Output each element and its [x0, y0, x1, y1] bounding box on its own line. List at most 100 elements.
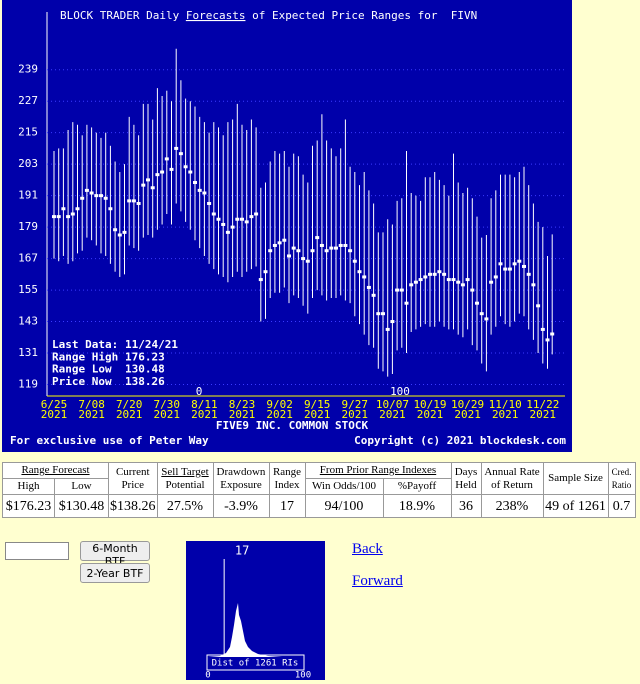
- x-tick-year: 2021: [379, 408, 406, 421]
- price-dot: [329, 246, 334, 250]
- price-dot: [113, 228, 118, 232]
- price-dot: [503, 267, 508, 271]
- x-tick-label: 10/29: [451, 398, 484, 411]
- header-link[interactable]: Sell Target: [161, 465, 209, 478]
- data-cell: $138.26: [108, 494, 158, 518]
- info-value: 130.48: [125, 363, 165, 376]
- stats-table: Range Forecast Current Price Sell Target…: [2, 462, 636, 518]
- price-dot: [80, 196, 85, 200]
- price-dot: [418, 278, 423, 282]
- title-link[interactable]: Forecasts: [186, 9, 246, 22]
- price-dot: [56, 215, 61, 219]
- price-dot: [75, 207, 80, 211]
- info-label: Last Data:: [52, 338, 118, 351]
- title-part: BLOCK TRADER Daily: [60, 9, 186, 22]
- price-dot: [249, 215, 254, 219]
- price-dot: [52, 215, 56, 219]
- data-cell: 49 of 1261: [542, 494, 609, 518]
- price-dot: [122, 230, 127, 234]
- forward-link[interactable]: Forward: [352, 573, 403, 589]
- y-tick-label: 191: [18, 189, 38, 202]
- y-tick-label: 215: [18, 126, 38, 139]
- data-cell: 27.5%: [156, 494, 214, 518]
- price-dot: [399, 288, 404, 292]
- data-cell: 238%: [480, 494, 544, 518]
- price-dot: [315, 236, 320, 240]
- histogram: Dist of 1261 RIs 0 100 17: [186, 541, 325, 680]
- price-dot: [207, 202, 212, 205]
- subheader-cell: Low: [54, 478, 109, 495]
- histogram-frame: [206, 654, 305, 671]
- x-tick-year: 2021: [154, 408, 181, 421]
- x-tick-year: 2021: [417, 408, 444, 421]
- x-tick-year: 2021: [78, 408, 105, 421]
- footer-left: For exclusive use of Peter Way: [10, 434, 209, 447]
- subheader-cell: %Payoff: [382, 478, 452, 495]
- header-link[interactable]: From Prior Range Indexes: [319, 464, 437, 476]
- price-dot: [531, 283, 536, 287]
- x-tick-year: 2021: [266, 408, 293, 421]
- price-dot: [507, 267, 512, 271]
- price-dot: [395, 288, 400, 292]
- x-tick-year: 2021: [530, 408, 557, 421]
- btf-button[interactable]: 6-Month BTF: [80, 541, 150, 568]
- price-dot: [70, 212, 75, 216]
- x-tick-year: 2021: [116, 408, 143, 421]
- price-dot: [413, 280, 418, 284]
- header-link[interactable]: Range Forecast: [21, 464, 90, 476]
- back-link[interactable]: Back: [352, 541, 383, 557]
- symbol-input[interactable]: [5, 542, 69, 560]
- price-dot: [296, 249, 301, 253]
- price-dot: [390, 320, 395, 324]
- x-tick-label: 7/30: [154, 398, 181, 411]
- price-dot: [526, 272, 531, 276]
- x-tick-label: 9/27: [342, 398, 369, 411]
- y-tick-label: 155: [18, 283, 38, 296]
- price-dot: [244, 220, 249, 224]
- header-text: Potential: [165, 478, 205, 491]
- price-dot: [277, 241, 282, 245]
- range-marker: 100: [390, 385, 410, 398]
- price-dot: [240, 217, 244, 221]
- price-dot: [225, 230, 230, 234]
- hist-tick-label: 100: [295, 671, 311, 681]
- header-cell: Sell Target Potential: [156, 462, 214, 495]
- price-dot: [291, 246, 296, 250]
- price-dot: [470, 288, 475, 292]
- price-dot: [381, 312, 385, 316]
- info-label: Range High: [52, 350, 118, 363]
- x-tick-label: 8/23: [229, 398, 256, 411]
- price-dot: [376, 312, 381, 316]
- x-tick-label: 9/02: [266, 398, 293, 411]
- y-tick-label: 203: [18, 157, 38, 170]
- price-dot: [522, 264, 526, 268]
- btf-button[interactable]: 2-Year BTF: [80, 563, 150, 583]
- price-dot: [385, 327, 390, 331]
- info-label: Price Now: [52, 375, 112, 388]
- price-dot: [319, 243, 324, 247]
- price-dot: [258, 278, 263, 282]
- data-cell: 18.9%: [382, 494, 452, 518]
- price-dot: [409, 283, 414, 287]
- price-dot: [357, 270, 362, 274]
- price-dot: [178, 152, 183, 156]
- price-dot: [540, 327, 545, 331]
- x-tick-label: 8/11: [191, 398, 218, 411]
- price-dot: [460, 283, 465, 287]
- price-dot: [103, 196, 108, 200]
- x-tick-year: 2021: [191, 408, 218, 421]
- price-dot: [310, 249, 315, 253]
- price-dot: [131, 199, 136, 203]
- header-cell: Annual Rate of Return: [480, 462, 544, 495]
- price-dot: [479, 312, 484, 316]
- histogram-label: Dist of 1261 RIs: [212, 659, 299, 669]
- hist-marker-label: 17: [235, 544, 249, 558]
- price-dot: [136, 202, 141, 205]
- header-cell: From Prior Range Indexes: [304, 462, 452, 479]
- x-tick-year: 2021: [304, 408, 331, 421]
- price-dot: [164, 157, 169, 161]
- price-dot: [493, 275, 498, 279]
- price-dot: [221, 222, 226, 226]
- price-dot: [146, 178, 150, 182]
